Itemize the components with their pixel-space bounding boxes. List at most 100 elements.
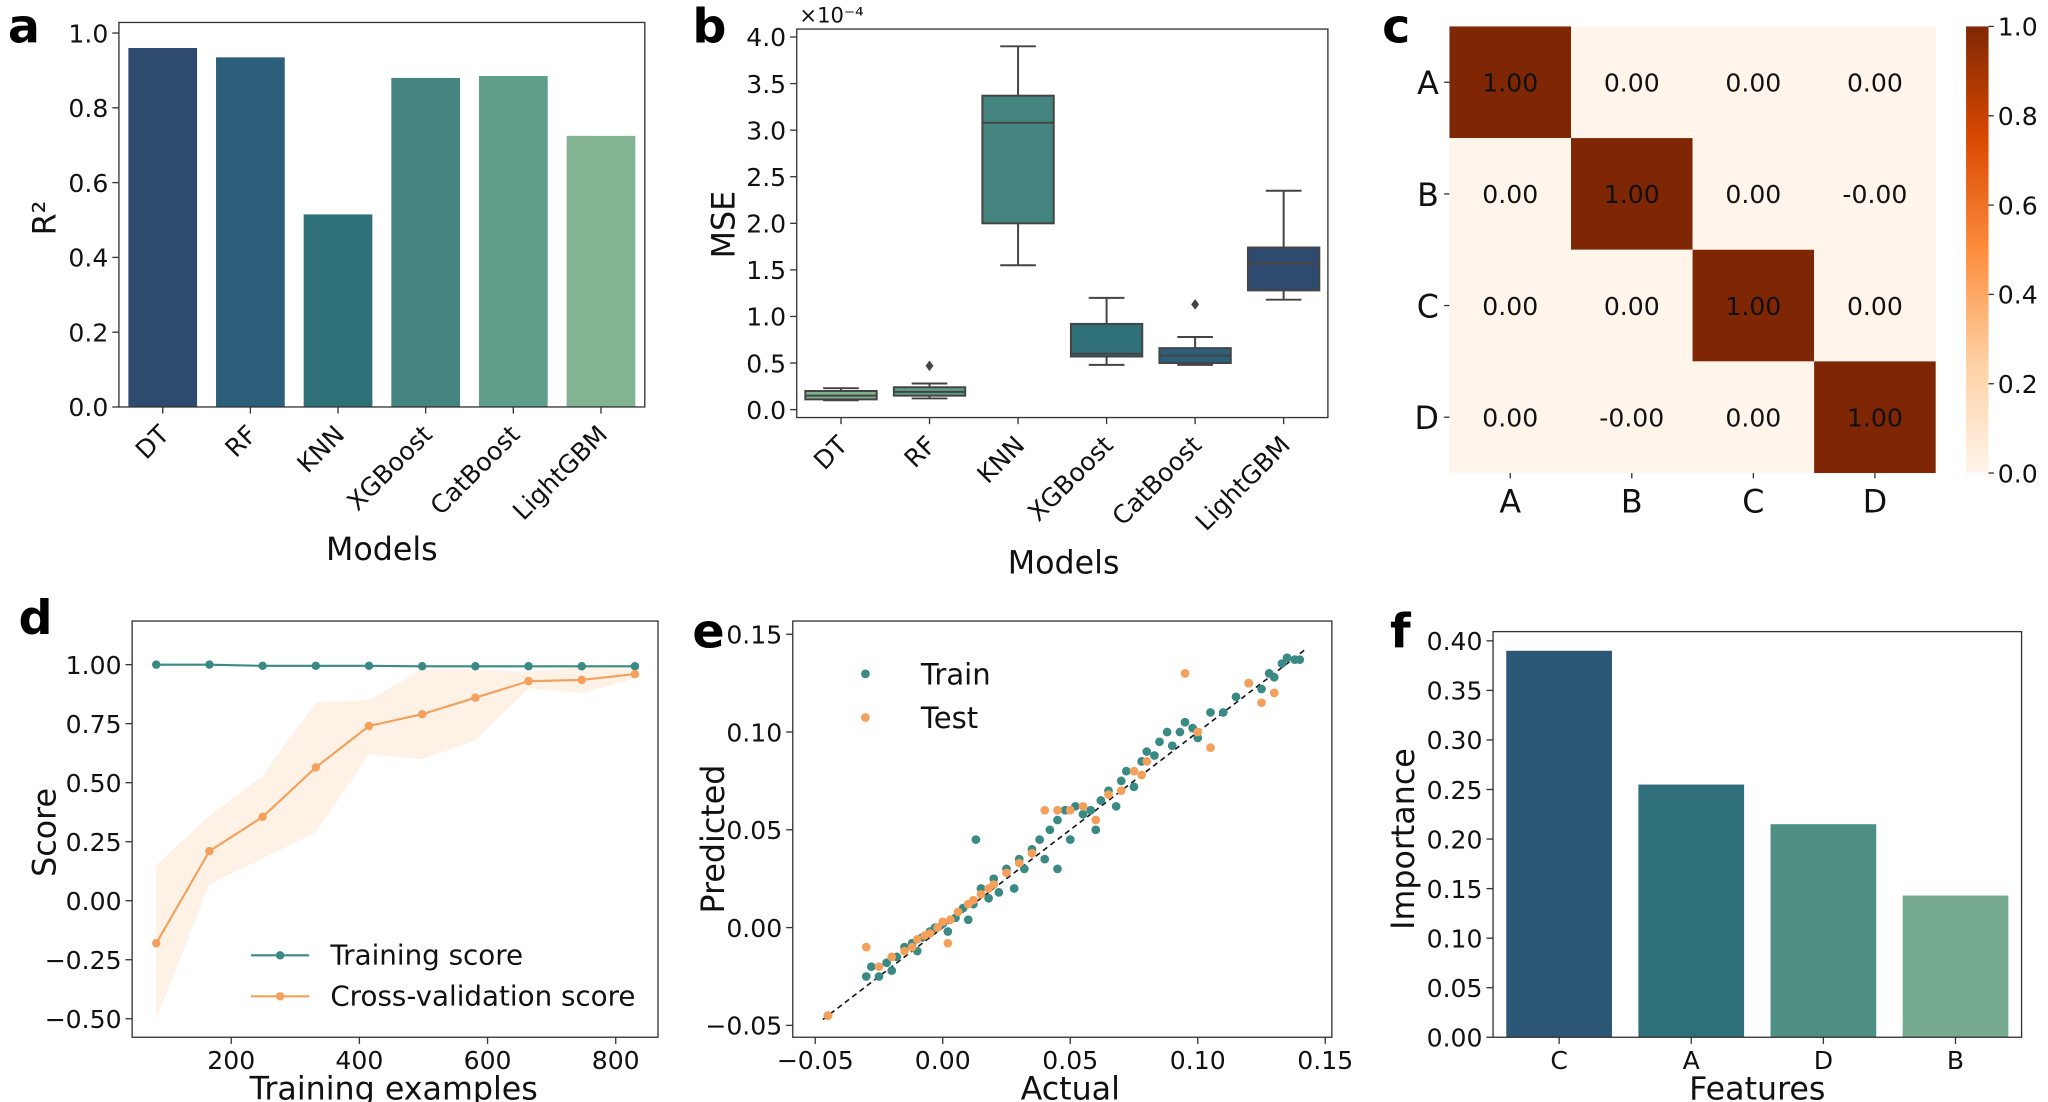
test-point xyxy=(900,946,909,956)
heatmap-cell xyxy=(1449,361,1572,474)
test-point xyxy=(887,952,897,962)
test-point xyxy=(1014,858,1024,868)
box-CatBoost xyxy=(1158,299,1232,366)
heatmap-cell xyxy=(1449,249,1572,362)
data-point xyxy=(205,660,214,669)
y-tick-label: 0.6 xyxy=(68,169,108,198)
train-point xyxy=(1162,727,1172,737)
train-point xyxy=(1065,835,1075,844)
cell-value: 1.00 xyxy=(1482,69,1538,98)
x-tick-label: 0.10 xyxy=(1170,1046,1226,1075)
col-label: A xyxy=(1499,485,1521,521)
data-point xyxy=(577,662,586,671)
cell-value: 1.00 xyxy=(1725,292,1781,321)
y-axis-label: R² xyxy=(27,201,63,236)
heatmap-cell xyxy=(1814,26,1936,139)
train-point xyxy=(1019,864,1029,874)
test-point xyxy=(907,942,917,952)
data-point xyxy=(524,676,533,686)
x-tick-label: C xyxy=(1550,1046,1568,1075)
legend-marker xyxy=(275,951,285,960)
train-point xyxy=(1096,796,1106,805)
x-axis-label: Training examples xyxy=(249,1071,538,1102)
y-tick-label: 3.0 xyxy=(746,116,786,145)
cell-value: 0.00 xyxy=(1604,69,1660,98)
panel-label-a: a xyxy=(8,0,40,54)
heatmap-cell xyxy=(1692,26,1815,139)
heatmap-cell xyxy=(1692,361,1815,474)
train-point xyxy=(963,915,973,925)
outlier-point xyxy=(1191,299,1200,310)
y-tick-label: 0.5 xyxy=(746,349,786,378)
plot-frame xyxy=(796,28,1329,419)
x-tick-label: A xyxy=(1683,1046,1700,1075)
x-axis-label: Models xyxy=(1008,545,1120,581)
train-point xyxy=(1269,672,1279,682)
train-point xyxy=(1175,727,1185,737)
train-point xyxy=(984,893,994,903)
y-tick-label: 0.2 xyxy=(68,318,108,347)
test-point xyxy=(861,942,871,952)
box-DT xyxy=(804,387,878,402)
data-point xyxy=(364,661,374,671)
y-tick-label: 0.8 xyxy=(68,94,108,123)
test-point xyxy=(1142,756,1152,766)
col-label: C xyxy=(1742,485,1764,521)
cell-value: 0.00 xyxy=(1725,69,1781,98)
y-tick-label: 1.00 xyxy=(66,651,122,680)
box-body xyxy=(1069,322,1144,358)
heatmap-cell xyxy=(1692,138,1815,250)
test-point xyxy=(823,1011,833,1020)
cell-value: 0.00 xyxy=(1482,180,1538,209)
cv-score-band xyxy=(156,666,635,1019)
y-tick-label: 0.05 xyxy=(726,816,782,845)
test-point xyxy=(1193,727,1203,737)
bar-B xyxy=(1902,895,2009,1038)
cell-value: 0.00 xyxy=(1725,180,1781,209)
y-axis-label: Predicted xyxy=(696,765,732,914)
x-tick-label: RF xyxy=(899,430,942,473)
x-tick-label: DT xyxy=(130,419,175,464)
cell-value: 0.00 xyxy=(1482,403,1538,432)
heatmap-cell xyxy=(1692,249,1815,362)
y-axis-label: Importance xyxy=(1386,748,1422,930)
row-label: A xyxy=(1417,66,1439,102)
train-point xyxy=(994,888,1004,897)
colorbar-tick-label: 0.0 xyxy=(1998,459,2038,488)
train-point xyxy=(1086,805,1096,815)
x-tick-label: 0.00 xyxy=(915,1046,971,1075)
test-point xyxy=(1104,790,1113,799)
train-point xyxy=(1142,747,1152,756)
y-tick-label: 0.10 xyxy=(726,718,782,747)
bar-KNN xyxy=(303,214,373,407)
y-tick-label: 0.0 xyxy=(68,393,108,422)
y-tick-label: −0.25 xyxy=(45,946,122,975)
test-point xyxy=(938,917,948,927)
y-tick-label: −0.05 xyxy=(705,1012,782,1041)
train-point xyxy=(1282,653,1292,663)
train-point xyxy=(1167,741,1177,751)
heatmap-cell xyxy=(1571,138,1693,250)
col-label: B xyxy=(1621,485,1643,521)
panel-label-f: f xyxy=(1390,604,1412,659)
cell-value: -0.00 xyxy=(1842,180,1907,209)
train-point xyxy=(1040,854,1050,864)
legend-label: Cross-validation score xyxy=(330,980,635,1013)
data-point xyxy=(630,662,640,671)
test-point xyxy=(912,934,922,944)
x-tick-label: 0.15 xyxy=(1297,1046,1353,1075)
x-tick-label: 800 xyxy=(592,1046,640,1075)
test-point xyxy=(989,880,999,889)
y-tick-label: 4.0 xyxy=(746,23,786,52)
test-point xyxy=(1137,770,1147,780)
x-tick-label: −0.05 xyxy=(777,1046,854,1075)
test-point xyxy=(1027,848,1037,858)
col-label: D xyxy=(1863,485,1887,521)
test-point xyxy=(968,895,978,905)
y-tick-label: 1.0 xyxy=(68,19,108,48)
train-point xyxy=(1035,835,1045,844)
train-point xyxy=(1053,815,1062,825)
data-point xyxy=(577,675,586,685)
data-point xyxy=(417,709,427,719)
x-axis-label: Actual xyxy=(1021,1071,1120,1102)
